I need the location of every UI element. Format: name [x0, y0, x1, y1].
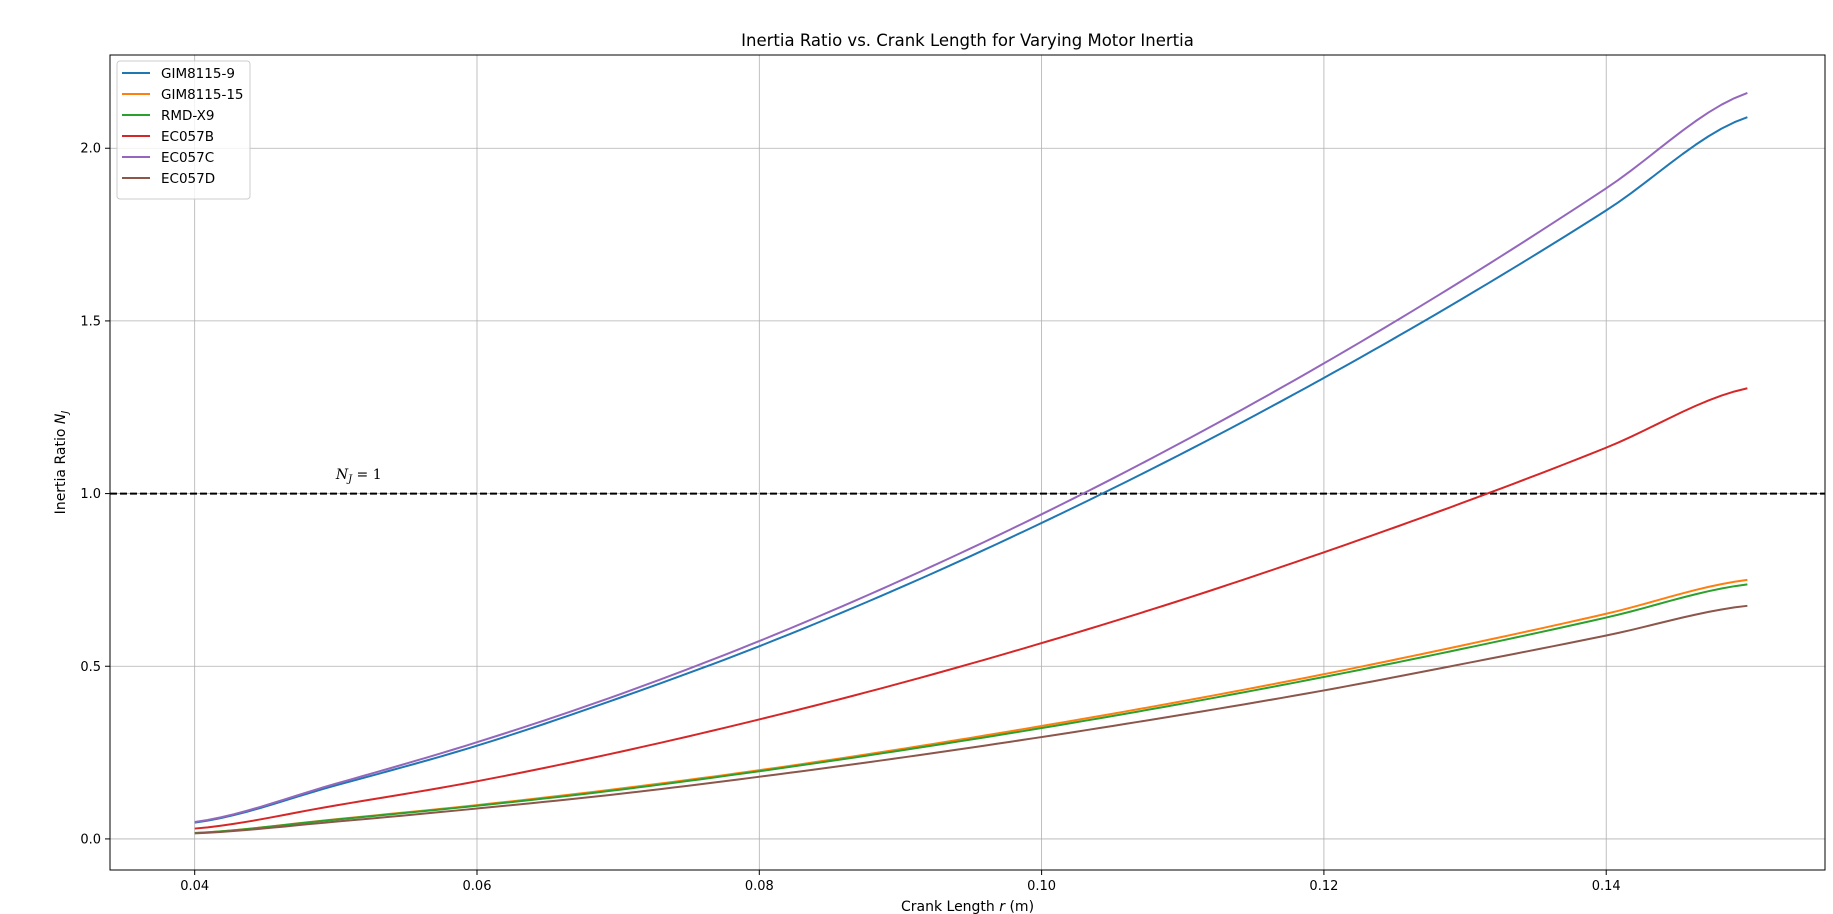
x-tick-label: 0.12 — [1309, 879, 1338, 894]
x-tick-label: 0.10 — [1027, 879, 1056, 894]
y-tick-label: 1.0 — [80, 487, 101, 502]
legend-box — [116, 60, 251, 200]
legend-label: EC057C — [161, 150, 214, 166]
y-tick-label: 1.5 — [80, 314, 101, 329]
legend-label: GIM8115-15 — [161, 87, 244, 103]
x-tick-label: 0.06 — [463, 879, 492, 894]
x-tick-label: 0.14 — [1592, 879, 1621, 894]
legend: GIM8115-9 GIM8115-15 RMD-X9 EC057B EC057C EC0… — [116, 60, 251, 200]
series-line-ec057c — [194, 92, 1748, 823]
series-line-gim8115-9 — [194, 116, 1748, 824]
x-tick-label: 0.04 — [180, 879, 209, 894]
y-axis-label: Inertia Ratio NJ — [53, 411, 71, 515]
legend-label: EC057B — [161, 129, 214, 145]
legend-label: RMD-X9 — [161, 108, 214, 124]
series-line-ec057d — [194, 604, 1748, 835]
legend-label: EC057D — [161, 171, 215, 187]
series-layer — [194, 92, 1748, 835]
series-line-rmd-x9 — [194, 583, 1748, 835]
series-line-ec057b — [194, 387, 1748, 830]
grid-layer — [110, 55, 1825, 870]
chart-title: Inertia Ratio vs. Crank Length for Varyi… — [741, 31, 1194, 50]
y-tick-label: 2.0 — [80, 142, 101, 157]
x-tick-label: 0.08 — [745, 879, 774, 894]
y-tick-label: 0.0 — [80, 832, 101, 847]
reference-annotation: NJ = 1 — [335, 467, 382, 485]
tick-layer: 0.04 0.06 0.08 0.10 0.12 0.14 0.0 0.5 1.0 1.5 2.0 — [80, 142, 1620, 894]
x-axis-label: Crank Length r (m) — [901, 899, 1034, 914]
legend-label: GIM8115-9 — [161, 66, 235, 82]
plot-frame — [109, 54, 1826, 871]
y-tick-label: 0.5 — [80, 660, 101, 675]
